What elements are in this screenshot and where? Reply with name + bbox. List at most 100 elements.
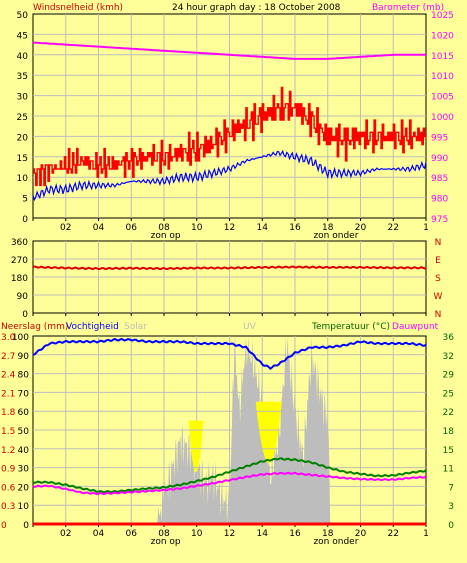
compass-label: E [435,256,441,266]
humidity-axis-title: Vochtigheid [66,322,119,332]
barometer-y-tick: 995 [431,133,448,143]
direction-y-tick: 270 [11,256,28,266]
temperature-y-tick: 15 [443,446,454,456]
humidity-y-tick: 90 [18,352,30,362]
barometer-y-tick: 1005 [431,93,454,103]
x-tick-label: 22 [388,223,399,233]
barometer-y-tick: 990 [431,154,448,164]
wind-y-tick: 5 [22,195,28,205]
rain-y-tick: 1.5 [1,427,15,437]
temperature-y-tick: 3 [448,502,454,512]
wind-y-tick: 40 [17,52,29,62]
x-tick-label: 18 [322,529,334,539]
temperature-y-tick: 18 [443,427,455,437]
rain-y-tick: 2.7 [1,352,15,362]
wind-y-tick: 15 [17,154,28,164]
x-tick-label: 06 [126,529,138,539]
sunrise-label: zon op [151,231,181,241]
x-tick-label: 04 [93,529,105,539]
barometer-axis-title: Barometer (mb) [372,3,444,13]
temperature-y-tick: 0 [448,521,454,531]
direction-y-tick: 0 [22,310,28,320]
temperature-y-tick: 36 [443,333,455,343]
uv-axis-title: UV [243,322,257,332]
graph-title: 24 hour graph day : 18 October 2008 [172,3,341,13]
x-tick-label: 22 [388,529,399,539]
wind-y-tick: 20 [17,133,29,143]
dewpoint-series [32,471,427,496]
barometer-y-tick: 980 [431,195,448,205]
humidity-y-tick: 70 [18,389,30,399]
rain-y-tick: 2.4 [1,371,16,381]
barometer-y-tick: 1010 [431,72,454,82]
x-tick-label: 20 [355,223,367,233]
barometer-series [32,41,426,60]
humidity-y-tick: 50 [18,427,30,437]
wind-y-tick: 0 [22,215,28,225]
dewpoint-axis-title: Dauwpunt [392,322,439,332]
wind-direction-series [32,265,427,271]
humidity-y-tick: 30 [18,465,30,475]
temperature-axis-title: Temperatuur (°C) [311,322,390,332]
x-tick-label: 14 [257,529,269,539]
x-tick-label: 12 [224,223,235,233]
rain-y-tick: 0 [1,521,7,531]
x-tick-label: 02 [60,529,71,539]
x-tick-label: 08 [158,223,170,233]
humidity-y-tick: 0 [23,521,29,531]
temperature-series [32,457,427,494]
wind-gust-series [33,86,427,187]
x-tick-label: 12 [224,529,235,539]
sunset-label: zon onder [313,231,358,241]
compass-label: S [435,274,441,284]
humidity-y-tick: 100 [12,333,29,343]
temperature-y-tick: 7 [448,483,454,493]
compass-label: W [434,292,443,302]
wind-y-tick: 10 [17,174,29,184]
rain-y-tick: 0.9 [1,465,16,475]
barometer-y-tick: 1000 [431,113,454,123]
x-tick-label: 08 [158,529,170,539]
rain-y-tick: 0.3 [1,502,15,512]
barometer-y-tick: 975 [431,215,448,225]
humidity-y-tick: 60 [18,408,30,418]
x-tick-label: 10 [191,529,203,539]
barometer-y-tick: 1015 [431,52,454,62]
compass-label: N [435,310,442,320]
compass-label: N [435,238,442,248]
x-tick-label: 14 [257,223,269,233]
x-tick-label: 04 [93,223,105,233]
uv-area [255,401,282,463]
wind-average-series [32,149,427,202]
barometer-y-tick: 1020 [431,31,454,41]
wind-y-tick: 45 [17,31,28,41]
barometer-y-tick: 985 [431,174,448,184]
x-tick-label: 10 [191,223,203,233]
temperature-y-tick: 32 [443,352,454,362]
temperature-y-tick: 25 [443,389,454,399]
rain-y-tick: 1.8 [1,408,16,418]
x-tick-label: 16 [289,529,301,539]
wind-axis-title: Windsnelheid (kmh) [33,3,123,13]
x-tick-label: 18 [322,223,334,233]
humidity-y-tick: 80 [18,371,30,381]
temperature-y-tick: 29 [443,371,455,381]
temperature-y-tick: 22 [443,408,454,418]
direction-y-tick: 90 [17,292,29,302]
sunrise-label: zon op [151,537,181,547]
x-tick-label: 20 [355,529,367,539]
wind-y-tick: 50 [17,11,29,21]
rain-y-tick: 1.2 [1,446,15,456]
direction-y-tick: 180 [11,274,28,284]
x-tick-label: 16 [289,223,301,233]
direction-y-tick: 360 [11,238,28,248]
x-tick-label: 02 [60,223,71,233]
rain-y-tick: 2.1 [1,389,15,399]
x-tick-label: 1 [423,223,429,233]
rain-axis-title: Neerslag (mm) [1,322,68,332]
wind-y-tick: 35 [17,72,28,82]
humidity-y-tick: 20 [18,483,30,493]
